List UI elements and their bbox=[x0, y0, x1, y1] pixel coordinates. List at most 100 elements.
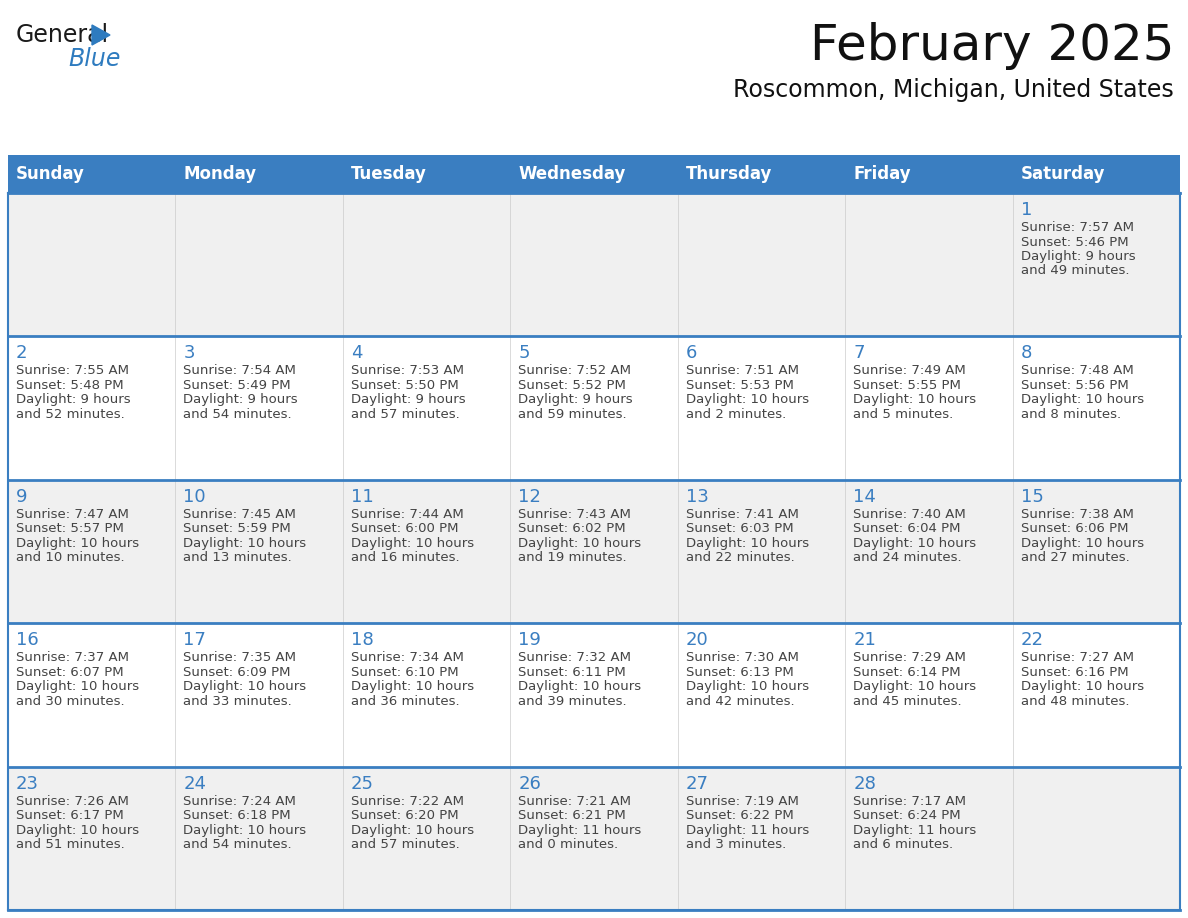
Text: Sunset: 6:21 PM: Sunset: 6:21 PM bbox=[518, 809, 626, 823]
Text: and 42 minutes.: and 42 minutes. bbox=[685, 695, 795, 708]
Text: Sunrise: 7:26 AM: Sunrise: 7:26 AM bbox=[15, 795, 128, 808]
Bar bbox=[845, 623, 1012, 767]
Bar bbox=[677, 767, 845, 910]
Text: Sunrise: 7:53 AM: Sunrise: 7:53 AM bbox=[350, 364, 463, 377]
Bar bbox=[845, 336, 1012, 480]
Text: and 54 minutes.: and 54 minutes. bbox=[183, 838, 292, 851]
Bar bbox=[343, 480, 511, 623]
Text: 1: 1 bbox=[1020, 201, 1032, 219]
Bar bbox=[677, 193, 845, 336]
Text: and 33 minutes.: and 33 minutes. bbox=[183, 695, 292, 708]
Bar bbox=[1012, 623, 1180, 767]
Text: 17: 17 bbox=[183, 632, 207, 649]
Text: Sunset: 5:49 PM: Sunset: 5:49 PM bbox=[183, 379, 291, 392]
Text: Daylight: 9 hours: Daylight: 9 hours bbox=[518, 394, 633, 407]
Text: Sunrise: 7:30 AM: Sunrise: 7:30 AM bbox=[685, 651, 798, 665]
Text: and 22 minutes.: and 22 minutes. bbox=[685, 552, 795, 565]
Text: Daylight: 10 hours: Daylight: 10 hours bbox=[518, 680, 642, 693]
Bar bbox=[677, 480, 845, 623]
Text: 13: 13 bbox=[685, 487, 708, 506]
Text: 10: 10 bbox=[183, 487, 206, 506]
Text: Daylight: 10 hours: Daylight: 10 hours bbox=[183, 537, 307, 550]
Bar bbox=[8, 767, 176, 910]
Text: Daylight: 10 hours: Daylight: 10 hours bbox=[183, 823, 307, 836]
Text: Sunrise: 7:45 AM: Sunrise: 7:45 AM bbox=[183, 508, 296, 521]
Text: 24: 24 bbox=[183, 775, 207, 792]
Text: Sunrise: 7:41 AM: Sunrise: 7:41 AM bbox=[685, 508, 798, 521]
Text: Sunset: 6:22 PM: Sunset: 6:22 PM bbox=[685, 809, 794, 823]
Bar bbox=[1012, 193, 1180, 336]
Text: Sunset: 6:00 PM: Sunset: 6:00 PM bbox=[350, 522, 459, 535]
Text: 7: 7 bbox=[853, 344, 865, 363]
Text: Daylight: 9 hours: Daylight: 9 hours bbox=[183, 394, 298, 407]
Text: Sunset: 6:07 PM: Sunset: 6:07 PM bbox=[15, 666, 124, 678]
Text: 8: 8 bbox=[1020, 344, 1032, 363]
Text: Sunset: 6:17 PM: Sunset: 6:17 PM bbox=[15, 809, 124, 823]
Text: Blue: Blue bbox=[68, 47, 120, 71]
Text: 20: 20 bbox=[685, 632, 708, 649]
Bar bbox=[176, 193, 343, 336]
Text: 23: 23 bbox=[15, 775, 39, 792]
Text: 25: 25 bbox=[350, 775, 374, 792]
Bar bbox=[176, 480, 343, 623]
Bar bbox=[343, 623, 511, 767]
Text: and 48 minutes.: and 48 minutes. bbox=[1020, 695, 1129, 708]
Text: Sunrise: 7:44 AM: Sunrise: 7:44 AM bbox=[350, 508, 463, 521]
Text: Sunrise: 7:24 AM: Sunrise: 7:24 AM bbox=[183, 795, 296, 808]
Text: and 24 minutes.: and 24 minutes. bbox=[853, 552, 962, 565]
Bar bbox=[511, 193, 677, 336]
Text: Daylight: 10 hours: Daylight: 10 hours bbox=[350, 680, 474, 693]
Text: 3: 3 bbox=[183, 344, 195, 363]
Text: Roscommon, Michigan, United States: Roscommon, Michigan, United States bbox=[733, 78, 1174, 102]
Bar bbox=[1012, 155, 1180, 193]
Text: Saturday: Saturday bbox=[1020, 165, 1105, 183]
Text: Daylight: 10 hours: Daylight: 10 hours bbox=[350, 537, 474, 550]
Text: 4: 4 bbox=[350, 344, 362, 363]
Text: 9: 9 bbox=[15, 487, 27, 506]
Text: Sunset: 5:48 PM: Sunset: 5:48 PM bbox=[15, 379, 124, 392]
Text: Sunset: 5:56 PM: Sunset: 5:56 PM bbox=[1020, 379, 1129, 392]
Bar bbox=[677, 336, 845, 480]
Text: Sunset: 5:53 PM: Sunset: 5:53 PM bbox=[685, 379, 794, 392]
Text: and 36 minutes.: and 36 minutes. bbox=[350, 695, 460, 708]
Bar bbox=[176, 336, 343, 480]
Text: Daylight: 10 hours: Daylight: 10 hours bbox=[853, 680, 977, 693]
Bar bbox=[845, 155, 1012, 193]
Text: Sunset: 6:14 PM: Sunset: 6:14 PM bbox=[853, 666, 961, 678]
Text: Sunrise: 7:35 AM: Sunrise: 7:35 AM bbox=[183, 651, 297, 665]
Text: and 13 minutes.: and 13 minutes. bbox=[183, 552, 292, 565]
Text: Sunset: 5:57 PM: Sunset: 5:57 PM bbox=[15, 522, 124, 535]
Text: Sunset: 6:06 PM: Sunset: 6:06 PM bbox=[1020, 522, 1129, 535]
Text: Sunrise: 7:57 AM: Sunrise: 7:57 AM bbox=[1020, 221, 1133, 234]
Text: Daylight: 10 hours: Daylight: 10 hours bbox=[1020, 537, 1144, 550]
Text: Daylight: 10 hours: Daylight: 10 hours bbox=[685, 537, 809, 550]
Text: Sunset: 6:09 PM: Sunset: 6:09 PM bbox=[183, 666, 291, 678]
Bar bbox=[343, 767, 511, 910]
Text: and 49 minutes.: and 49 minutes. bbox=[1020, 264, 1129, 277]
Text: and 30 minutes.: and 30 minutes. bbox=[15, 695, 125, 708]
Text: Daylight: 10 hours: Daylight: 10 hours bbox=[685, 394, 809, 407]
Bar bbox=[8, 155, 176, 193]
Text: and 6 minutes.: and 6 minutes. bbox=[853, 838, 953, 851]
Text: 6: 6 bbox=[685, 344, 697, 363]
Text: Daylight: 10 hours: Daylight: 10 hours bbox=[1020, 680, 1144, 693]
Text: Sunset: 6:18 PM: Sunset: 6:18 PM bbox=[183, 809, 291, 823]
Bar bbox=[845, 480, 1012, 623]
Text: 15: 15 bbox=[1020, 487, 1043, 506]
Text: 28: 28 bbox=[853, 775, 876, 792]
Text: and 54 minutes.: and 54 minutes. bbox=[183, 408, 292, 420]
Text: Sunset: 6:16 PM: Sunset: 6:16 PM bbox=[1020, 666, 1129, 678]
Text: 14: 14 bbox=[853, 487, 876, 506]
Text: Daylight: 11 hours: Daylight: 11 hours bbox=[853, 823, 977, 836]
Text: February 2025: February 2025 bbox=[809, 22, 1174, 70]
Text: Sunset: 5:50 PM: Sunset: 5:50 PM bbox=[350, 379, 459, 392]
Text: 18: 18 bbox=[350, 632, 373, 649]
Text: and 3 minutes.: and 3 minutes. bbox=[685, 838, 786, 851]
Text: Sunrise: 7:34 AM: Sunrise: 7:34 AM bbox=[350, 651, 463, 665]
Text: Sunrise: 7:47 AM: Sunrise: 7:47 AM bbox=[15, 508, 128, 521]
Text: Sunset: 6:02 PM: Sunset: 6:02 PM bbox=[518, 522, 626, 535]
Bar bbox=[176, 767, 343, 910]
Text: General: General bbox=[15, 23, 109, 47]
Text: Sunrise: 7:22 AM: Sunrise: 7:22 AM bbox=[350, 795, 463, 808]
Text: Sunrise: 7:17 AM: Sunrise: 7:17 AM bbox=[853, 795, 966, 808]
